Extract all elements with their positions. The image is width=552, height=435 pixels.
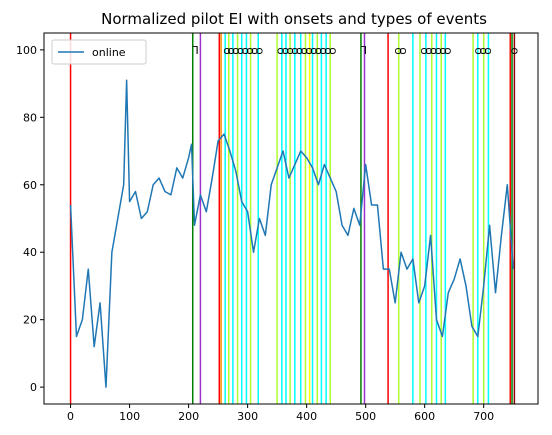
event-marker: ᴑ (439, 44, 447, 57)
event-marker: ᴑ (425, 44, 433, 57)
event-marker: ᴑ (286, 44, 294, 57)
legend-label: online (92, 46, 126, 59)
legend-box (51, 39, 147, 65)
x-tick-label: 400 (296, 410, 317, 423)
event-marker: ⅂ (193, 44, 199, 57)
event-marker: ᴑ (484, 44, 492, 57)
event-marker: ᴑ (394, 44, 402, 57)
event-marker: ᴑ (315, 44, 323, 57)
x-tick-label: 700 (473, 410, 494, 423)
x-tick-label: 600 (414, 410, 435, 423)
x-tick-label: 200 (178, 410, 199, 423)
series-line-online (69, 79, 514, 388)
x-tick-label: 300 (237, 410, 258, 423)
event-marker: ᴑ (291, 44, 299, 57)
x-tick-label: 0 (67, 410, 74, 423)
event-marker: ᴑ (241, 44, 249, 57)
event-marker: ⅂ (361, 44, 367, 57)
event-marker: ᴑ (227, 44, 235, 57)
event-marker: ᴑ (511, 44, 519, 57)
event-marker: ᴑ (305, 44, 313, 57)
event-marker: ᴑ (251, 44, 259, 57)
y-tick-label: 40 (23, 246, 37, 259)
y-tick-label: 80 (23, 111, 37, 124)
event-marker: ᴑ (301, 44, 309, 57)
event-marker: ᴑ (232, 44, 240, 57)
event-marker: ᴑ (319, 44, 327, 57)
event-marker: ᴑ (223, 44, 231, 57)
chart-title: Normalized pilot EI with onsets and type… (101, 10, 487, 28)
event-marker: ᴑ (329, 44, 337, 57)
event-marker: ᴑ (479, 44, 487, 57)
event-marker: ᴑ (430, 44, 438, 57)
event-marker: ᴑ (237, 44, 245, 57)
event-marker: ᴑ (296, 44, 304, 57)
y-tick-label: 60 (23, 179, 37, 192)
event-marker: ᴑ (434, 44, 442, 57)
y-tick-label: 20 (23, 314, 37, 327)
event-marker: ᴑ (399, 44, 407, 57)
event-marker: ᴑ (444, 44, 452, 57)
event-marker: ᴑ (282, 44, 290, 57)
event-marker: ᴑ (324, 44, 332, 57)
event-marker: ᴑ (246, 44, 254, 57)
event-marker: ᴑ (277, 44, 285, 57)
y-tick-label: 0 (30, 381, 37, 394)
event-marker: ᴑ (310, 44, 318, 57)
event-marker: ᴑ (475, 44, 483, 57)
x-tick-label: 500 (355, 410, 376, 423)
x-tick-label: 100 (119, 410, 140, 423)
event-marker: ᴑ (420, 44, 428, 57)
axes-frame (43, 32, 539, 405)
y-tick-label: 100 (16, 44, 37, 57)
event-marker: ᴑ (256, 44, 264, 57)
